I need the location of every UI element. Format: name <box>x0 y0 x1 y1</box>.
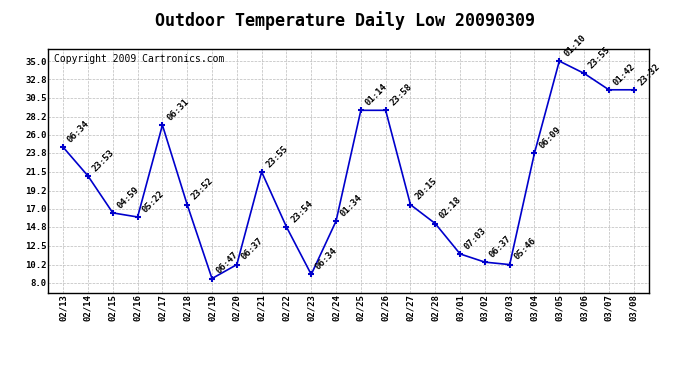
Text: 06:09: 06:09 <box>538 125 562 150</box>
Text: 23:55: 23:55 <box>587 45 612 70</box>
Text: 04:59: 04:59 <box>115 185 141 210</box>
Text: 06:37: 06:37 <box>488 234 513 260</box>
Text: 05:46: 05:46 <box>513 237 538 262</box>
Text: 06:34: 06:34 <box>314 246 339 272</box>
Text: Outdoor Temperature Daily Low 20090309: Outdoor Temperature Daily Low 20090309 <box>155 11 535 30</box>
Text: 23:52: 23:52 <box>190 177 215 202</box>
Text: 23:54: 23:54 <box>289 199 315 224</box>
Text: 05:22: 05:22 <box>140 189 166 214</box>
Text: Copyright 2009 Cartronics.com: Copyright 2009 Cartronics.com <box>55 54 225 64</box>
Text: 06:31: 06:31 <box>165 97 190 122</box>
Text: 01:14: 01:14 <box>364 82 389 108</box>
Text: 23:32: 23:32 <box>636 62 662 87</box>
Text: 06:37: 06:37 <box>239 237 265 262</box>
Text: 01:34: 01:34 <box>339 193 364 218</box>
Text: 23:55: 23:55 <box>264 144 290 169</box>
Text: 23:58: 23:58 <box>388 82 414 108</box>
Text: 01:42: 01:42 <box>612 62 637 87</box>
Text: 01:10: 01:10 <box>562 33 587 58</box>
Text: 07:03: 07:03 <box>463 226 489 251</box>
Text: 06:34: 06:34 <box>66 119 91 144</box>
Text: 20:15: 20:15 <box>413 177 439 202</box>
Text: 23:53: 23:53 <box>91 148 116 173</box>
Text: 06:47: 06:47 <box>215 251 240 276</box>
Text: 02:18: 02:18 <box>438 195 464 221</box>
